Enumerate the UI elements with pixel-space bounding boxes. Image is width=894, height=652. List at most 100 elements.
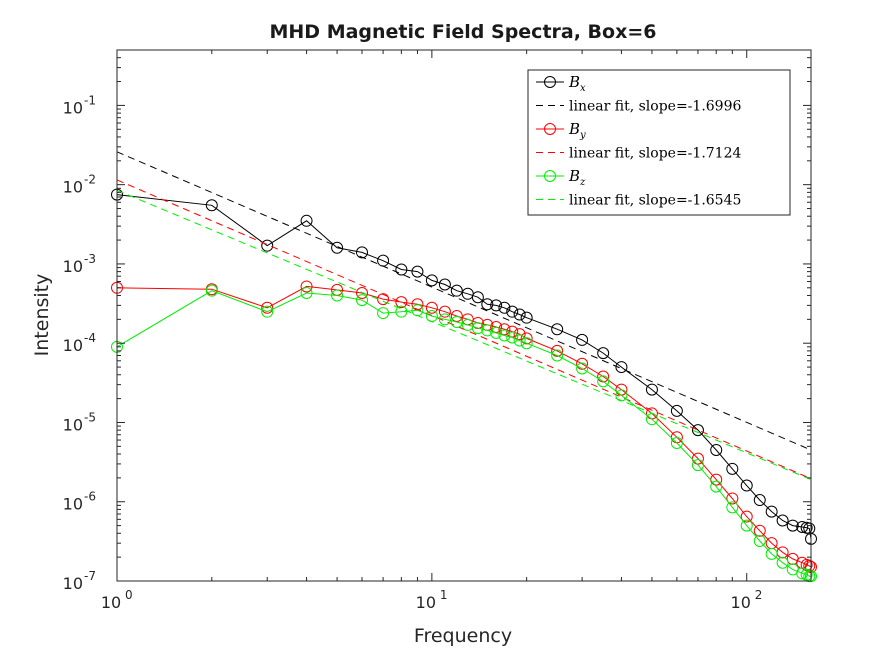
- data-point: [395, 263, 408, 276]
- y-tick-exponent: -3: [84, 252, 96, 266]
- data-point: [261, 239, 274, 252]
- data-point: [411, 265, 424, 278]
- data-point: [776, 556, 789, 569]
- data-point: [691, 459, 704, 472]
- y-tick-label: 10: [63, 257, 83, 276]
- legend-subscript: z: [579, 177, 586, 188]
- y-tick-exponent: -6: [84, 490, 96, 504]
- data-point: [425, 274, 438, 287]
- data-point: [425, 301, 438, 314]
- data-point: [551, 344, 564, 357]
- data-point: [498, 329, 511, 342]
- data-point: [753, 534, 766, 547]
- data-point: [726, 501, 739, 514]
- data-point: [691, 424, 704, 437]
- y-tick-exponent: -4: [84, 331, 96, 345]
- data-point: [576, 333, 589, 346]
- data-point: [597, 370, 610, 383]
- y-tick-label: 10: [63, 336, 83, 355]
- data-point: [205, 284, 218, 297]
- fit-line-1: [116, 151, 812, 451]
- data-point: [438, 278, 451, 291]
- x-tick-label: 10: [416, 593, 436, 612]
- data-point: [513, 334, 526, 347]
- data-point: [520, 311, 533, 324]
- y-axis-label: Intensity: [31, 274, 53, 357]
- plot-frame: [116, 49, 812, 582]
- data-point: [356, 294, 369, 307]
- data-point: [506, 331, 519, 344]
- data-point: [551, 349, 564, 362]
- legend-subscript: x: [580, 83, 586, 94]
- data-point: [765, 505, 778, 518]
- data-point: [520, 337, 533, 350]
- data-point: [710, 480, 723, 493]
- data-point: [645, 383, 658, 396]
- data-point: [471, 322, 484, 335]
- series-layer: [111, 151, 817, 583]
- data-point: [300, 280, 313, 293]
- y-tick-label: 10: [63, 495, 83, 514]
- data-point: [490, 326, 503, 339]
- y-tick-exponent: -7: [84, 569, 96, 583]
- data-point: [481, 298, 494, 311]
- y-tick-label: 10: [63, 574, 83, 593]
- data-point: [786, 519, 799, 532]
- y-tick-exponent: -5: [84, 410, 96, 424]
- data-point: [377, 307, 390, 320]
- fit-line-5: [116, 189, 812, 481]
- data-point: [796, 567, 809, 580]
- data-point: [450, 316, 463, 329]
- data-point: [300, 214, 313, 227]
- data-point: [506, 305, 519, 318]
- data-point: [513, 308, 526, 321]
- data-point: [726, 492, 739, 505]
- legend-marker: [544, 123, 556, 135]
- data-point: [261, 301, 274, 314]
- data-point: [726, 462, 739, 475]
- legend-label: linear fit, slope=-1.7124: [569, 146, 741, 162]
- data-point: [740, 479, 753, 492]
- legend-marker: [544, 76, 556, 88]
- data-point: [356, 246, 369, 259]
- data-point: [597, 375, 610, 388]
- legend-subscript: y: [579, 130, 586, 141]
- data-point: [597, 347, 610, 360]
- y-tick-exponent: -1: [84, 93, 96, 107]
- data-point: [670, 404, 683, 417]
- data-point: [438, 305, 451, 318]
- data-point: [615, 361, 628, 374]
- data-point: [776, 514, 789, 527]
- x-tick-exponent: 2: [755, 588, 763, 602]
- data-point: [740, 519, 753, 532]
- x-tick-label: 10: [101, 593, 121, 612]
- data-point: [498, 301, 511, 314]
- chart-title: MHD Magnetic Field Spectra, Box=6: [270, 21, 657, 43]
- legend-marker: [544, 170, 556, 182]
- legend-label: linear fit, slope=-1.6996: [569, 99, 741, 115]
- data-point: [205, 199, 218, 212]
- data-point: [753, 524, 766, 537]
- data-point: [576, 357, 589, 370]
- series-line-4: [116, 290, 811, 577]
- data-point: [740, 510, 753, 523]
- x-axis-label: Frequency: [414, 625, 512, 647]
- data-point: [710, 443, 723, 456]
- data-point: [765, 547, 778, 560]
- data-point: [796, 521, 809, 534]
- data-point: [490, 299, 503, 312]
- data-point: [551, 323, 564, 336]
- y-tick-label: 10: [63, 98, 83, 117]
- data-point: [498, 323, 511, 336]
- data-point: [670, 437, 683, 450]
- legend-label: B: [568, 120, 580, 138]
- x-tick-exponent: 1: [440, 588, 448, 602]
- data-point: [520, 332, 533, 345]
- y-tick-label: 10: [63, 415, 83, 434]
- data-point: [450, 284, 463, 297]
- tick-layer: 10 0 10 1 10 210 -710 -610 -510 -410 -310 -210 -1: [63, 49, 811, 612]
- y-tick-exponent: -2: [84, 173, 96, 187]
